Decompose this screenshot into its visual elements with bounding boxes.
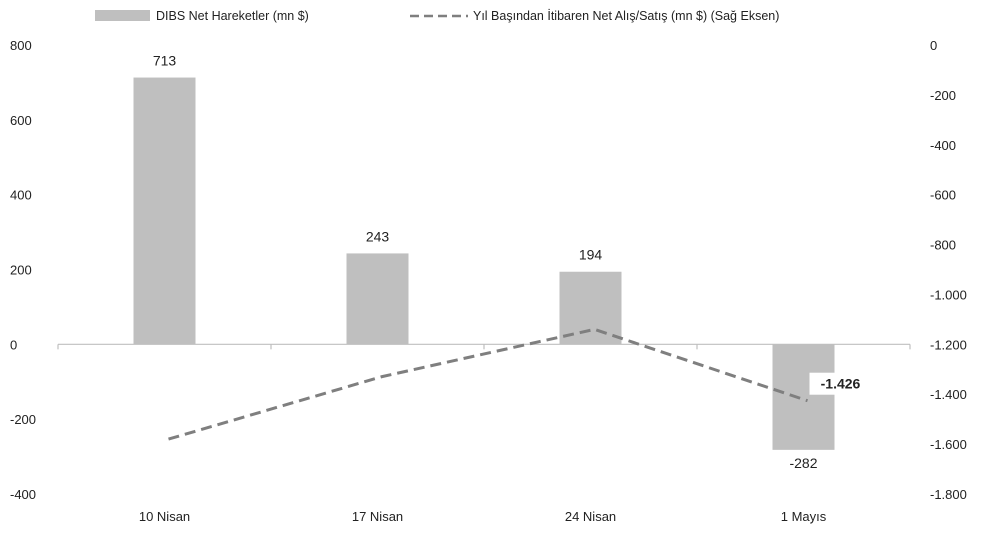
right-tick-label: -400: [930, 138, 956, 153]
bar: [559, 271, 622, 345]
legend: DIBS Net Hareketler (mn $) Yıl Başından …: [95, 9, 779, 23]
left-tick-label: 600: [10, 113, 32, 128]
bar-data-label: 194: [579, 247, 603, 263]
category-label: 1 Mayıs: [781, 509, 827, 524]
right-tick-label: -1.800: [930, 487, 967, 502]
right-tick-label: -600: [930, 188, 956, 203]
right-axis: 0 -200 -400 -600 -800 -1.000 -1.200 -1.400 -1.60…: [930, 38, 967, 502]
left-tick-label: -400: [10, 487, 36, 502]
left-tick-label: 0: [10, 337, 17, 352]
left-tick-label: -200: [10, 412, 36, 427]
category-labels: 10 Nisan 17 Nisan 24 Nisan 1 Mayıs: [139, 509, 827, 524]
legend-bar-swatch: [95, 10, 150, 21]
category-label: 24 Nisan: [565, 509, 616, 524]
right-tick-label: -1.400: [930, 387, 967, 402]
right-tick-label: -1.000: [930, 287, 967, 302]
category-axis: [57, 343, 911, 350]
right-tick-label: 0: [930, 38, 937, 53]
bar: [772, 344, 835, 450]
bar-series: [133, 77, 835, 450]
line-data-label: -1.426: [821, 376, 861, 392]
legend-line-label: Yıl Başından İtibaren Net Alış/Satış (mn…: [473, 9, 779, 23]
line-series: -1.426: [168, 327, 872, 441]
bar-data-label: 243: [366, 228, 390, 244]
left-tick-label: 200: [10, 263, 32, 278]
category-label: 10 Nisan: [139, 509, 190, 524]
right-tick-label: -800: [930, 238, 956, 253]
bar: [346, 253, 409, 345]
bar: [133, 77, 196, 345]
bar-data-label: -282: [789, 455, 817, 471]
left-tick-label: 800: [10, 38, 32, 53]
legend-bar-label: DIBS Net Hareketler (mn $): [156, 9, 309, 23]
bar-data-labels: 713 243 194 -282: [153, 53, 818, 471]
right-tick-label: -200: [930, 88, 956, 103]
bar-data-label: 713: [153, 53, 177, 69]
line-path: [168, 327, 808, 441]
left-tick-label: 400: [10, 188, 32, 203]
right-tick-label: -1.600: [930, 437, 967, 452]
category-label: 17 Nisan: [352, 509, 403, 524]
line-label-box: [809, 372, 872, 395]
left-axis: 800 600 400 200 0 -200 -400: [10, 38, 36, 502]
right-tick-label: -1.200: [930, 337, 967, 352]
